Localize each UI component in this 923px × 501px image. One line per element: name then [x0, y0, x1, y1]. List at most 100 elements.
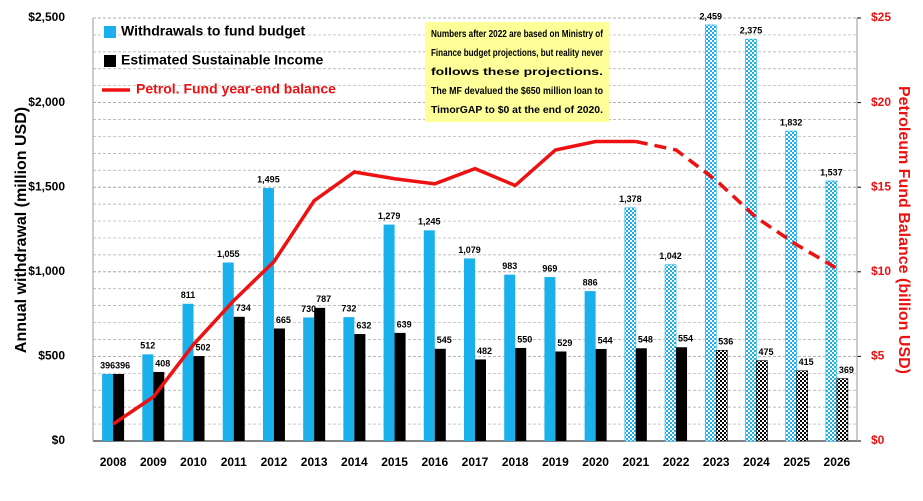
- data-label: 1,042: [659, 251, 682, 261]
- bar: [704, 24, 717, 442]
- data-label: 548: [638, 335, 653, 345]
- legend-label: Estimated Sustainable Income: [121, 52, 323, 68]
- data-label: 730: [301, 304, 316, 314]
- data-label: 1,279: [378, 211, 401, 221]
- bar: [262, 188, 274, 441]
- data-label: 1,495: [257, 174, 280, 184]
- data-label: 1,832: [780, 117, 803, 127]
- annotation-line: TimorGAP to $0 at the end of 2020.: [431, 104, 603, 116]
- data-label: 396: [115, 360, 130, 370]
- data-label: 1,079: [458, 245, 481, 255]
- x-tick-label: 2017: [462, 455, 489, 469]
- x-tick-label: 2024: [743, 455, 770, 469]
- y2-tick-label: $0: [871, 433, 885, 447]
- data-label: 550: [517, 334, 532, 344]
- annotation-line: Finance budget projections, but reality …: [431, 47, 603, 59]
- data-label: 482: [477, 346, 492, 356]
- bar: [394, 332, 406, 441]
- data-label: 732: [341, 304, 356, 314]
- legend-swatch: [104, 26, 116, 38]
- legend-label: Petrol. Fund year-end balance: [136, 81, 336, 97]
- bar: [182, 303, 194, 441]
- y-tick-label: $0: [52, 433, 66, 447]
- legend-label: Withdrawals to fund budget: [121, 23, 306, 39]
- bar: [142, 354, 154, 441]
- y-tick-label: $2,000: [28, 95, 65, 109]
- data-label: 475: [758, 347, 773, 357]
- data-label: 1,055: [217, 249, 240, 259]
- data-label: 632: [356, 320, 371, 330]
- data-label: 415: [799, 357, 814, 367]
- y2-tick-label: $15: [871, 179, 891, 193]
- bar: [676, 347, 688, 441]
- data-label: 2,459: [699, 11, 722, 21]
- bar: [664, 264, 677, 442]
- bar: [836, 378, 849, 442]
- line: [635, 139, 838, 270]
- bar: [515, 347, 527, 441]
- x-tick-label: 2019: [542, 455, 569, 469]
- annotation-line: The MF devalued the $650 million loan to: [431, 85, 603, 97]
- data-label: 529: [557, 338, 572, 348]
- x-tick-label: 2020: [582, 455, 609, 469]
- y2-tick-label: $20: [871, 95, 891, 109]
- x-tick-label: 2021: [622, 455, 649, 469]
- bar: [464, 258, 475, 441]
- bar: [233, 316, 245, 441]
- annotation-line: follows these projections.: [431, 66, 603, 78]
- data-label: 1,378: [619, 194, 642, 204]
- bar: [555, 351, 567, 441]
- bar: [222, 262, 234, 441]
- data-label: 544: [598, 335, 613, 345]
- data-label: 512: [140, 341, 155, 351]
- data-label: 536: [718, 337, 733, 347]
- bar: [635, 348, 647, 441]
- y-tick-label: $500: [38, 349, 65, 363]
- data-label: 369: [839, 365, 854, 375]
- bar: [756, 360, 768, 442]
- data-label: 983: [502, 261, 517, 271]
- bar: [423, 230, 435, 441]
- bar: [624, 207, 637, 442]
- data-label: 554: [678, 334, 693, 344]
- data-label: 665: [276, 315, 291, 325]
- legend-swatch: [104, 55, 116, 67]
- x-tick-label: 2011: [221, 455, 247, 469]
- annotation-line: Numbers after 2022 are based on Ministry…: [431, 28, 603, 40]
- bar: [303, 317, 315, 441]
- x-tick-label: 2012: [261, 455, 288, 469]
- data-label: 396: [100, 360, 115, 370]
- bar: [745, 38, 757, 442]
- y2-tick-label: $25: [871, 10, 891, 24]
- x-tick-label: 2023: [703, 455, 730, 469]
- bar: [595, 348, 607, 441]
- y-axis-label: Annual withdrawal (million USD): [13, 107, 30, 353]
- bar: [193, 356, 205, 441]
- bar: [825, 180, 838, 442]
- x-tick-label: 2013: [301, 455, 328, 469]
- y-tick-label: $1,000: [28, 264, 65, 278]
- bar: [273, 328, 285, 441]
- y2-tick-label: $10: [871, 264, 891, 278]
- bar: [544, 277, 556, 441]
- data-label: 734: [236, 303, 251, 313]
- x-tick-label: 2014: [341, 455, 368, 469]
- bar: [354, 334, 366, 441]
- bar: [383, 224, 395, 441]
- x-tick-label: 2010: [180, 455, 207, 469]
- bar: [785, 130, 797, 442]
- data-label: 639: [397, 319, 412, 329]
- x-tick-label: 2018: [502, 455, 529, 469]
- bar: [343, 317, 355, 441]
- x-tick-label: 2009: [140, 455, 167, 469]
- x-tick-label: 2015: [381, 455, 408, 469]
- bar: [434, 348, 446, 441]
- bar: [475, 359, 486, 441]
- data-label: 886: [583, 277, 598, 287]
- bar: [102, 373, 114, 441]
- y-tick-label: $2,500: [28, 10, 65, 24]
- data-label: 545: [437, 335, 452, 345]
- bar: [715, 350, 728, 442]
